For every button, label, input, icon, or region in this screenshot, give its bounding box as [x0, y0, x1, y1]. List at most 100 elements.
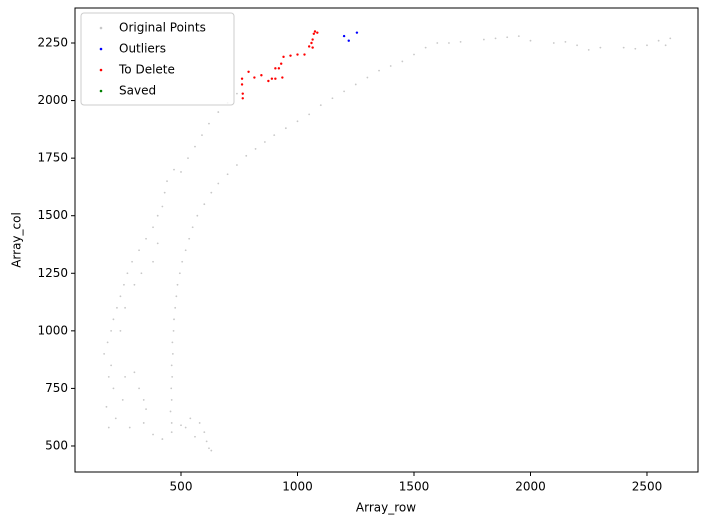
point: [355, 31, 359, 34]
point: [163, 191, 166, 194]
legend-marker: [99, 26, 103, 30]
point: [260, 74, 263, 77]
point: [142, 422, 145, 424]
point: [289, 54, 292, 57]
y-axis-label: Array_col: [10, 212, 24, 268]
y-tick-label: 1000: [37, 323, 68, 337]
point: [156, 242, 159, 245]
point: [669, 37, 672, 40]
point: [181, 260, 184, 263]
point: [187, 157, 189, 160]
point: [171, 352, 174, 355]
point: [196, 214, 199, 217]
point: [311, 38, 314, 41]
point: [576, 44, 578, 47]
point: [152, 226, 154, 229]
point: [281, 76, 284, 79]
point: [270, 77, 274, 80]
point: [166, 180, 168, 183]
point: [331, 97, 334, 100]
point: [564, 40, 567, 43]
point: [210, 191, 213, 194]
point: [267, 79, 270, 83]
point: [236, 164, 238, 166]
point: [389, 65, 392, 67]
point: [170, 422, 173, 424]
point: [282, 55, 285, 59]
point: [145, 408, 147, 411]
point: [170, 364, 173, 367]
point: [124, 375, 126, 378]
point: [307, 45, 311, 48]
legend-marker: [99, 89, 103, 93]
legend-label: To Delete: [118, 63, 175, 77]
x-tick-label: 1500: [399, 480, 430, 494]
point: [133, 371, 136, 374]
point: [156, 214, 159, 217]
legend-label: Original Points: [119, 21, 206, 35]
point: [241, 92, 244, 95]
point: [119, 329, 122, 332]
point: [247, 70, 250, 73]
point: [552, 42, 555, 44]
point: [203, 203, 206, 206]
point: [173, 318, 175, 321]
y-tick-label: 1500: [37, 208, 68, 222]
point: [310, 41, 313, 45]
point: [342, 34, 346, 38]
point: [121, 399, 124, 401]
point: [188, 237, 191, 240]
legend-box: [80, 12, 235, 106]
point: [145, 237, 147, 240]
point: [316, 31, 319, 34]
point: [646, 44, 648, 47]
point: [138, 387, 140, 390]
point: [169, 410, 172, 413]
point: [253, 76, 256, 79]
point: [180, 424, 182, 427]
point: [664, 44, 667, 47]
point: [274, 77, 277, 80]
y-tick-label: 1250: [37, 266, 68, 280]
point: [312, 32, 316, 35]
y-tick-label: 500: [45, 438, 68, 452]
point: [110, 364, 113, 367]
point: [313, 30, 317, 33]
point: [107, 375, 110, 378]
point: [208, 447, 210, 450]
plot-frame: [74, 7, 699, 473]
point: [124, 306, 126, 309]
point: [194, 145, 196, 148]
point: [587, 49, 590, 51]
legend-label: Outliers: [119, 42, 166, 56]
point: [142, 399, 145, 401]
point: [184, 249, 187, 252]
y-tick-label: 1750: [37, 151, 68, 165]
point: [184, 426, 187, 429]
x-tick-label: 2000: [515, 480, 546, 494]
point: [201, 134, 203, 137]
point: [254, 148, 257, 150]
point: [245, 154, 248, 157]
point: [448, 42, 450, 44]
point: [105, 405, 108, 408]
point: [494, 37, 497, 40]
point: [198, 422, 201, 424]
point: [599, 46, 602, 49]
point: [210, 449, 213, 452]
point: [424, 46, 427, 49]
point: [482, 38, 485, 41]
point: [401, 60, 404, 63]
point: [178, 272, 181, 275]
point: [171, 341, 174, 344]
point: [194, 435, 196, 438]
point: [174, 306, 177, 309]
point: [277, 67, 281, 70]
point: [284, 127, 287, 130]
point: [319, 104, 322, 107]
point: [152, 260, 154, 263]
point: [657, 39, 660, 42]
y-tick-label: 2000: [37, 93, 68, 107]
point: [170, 387, 173, 390]
point: [114, 417, 117, 420]
